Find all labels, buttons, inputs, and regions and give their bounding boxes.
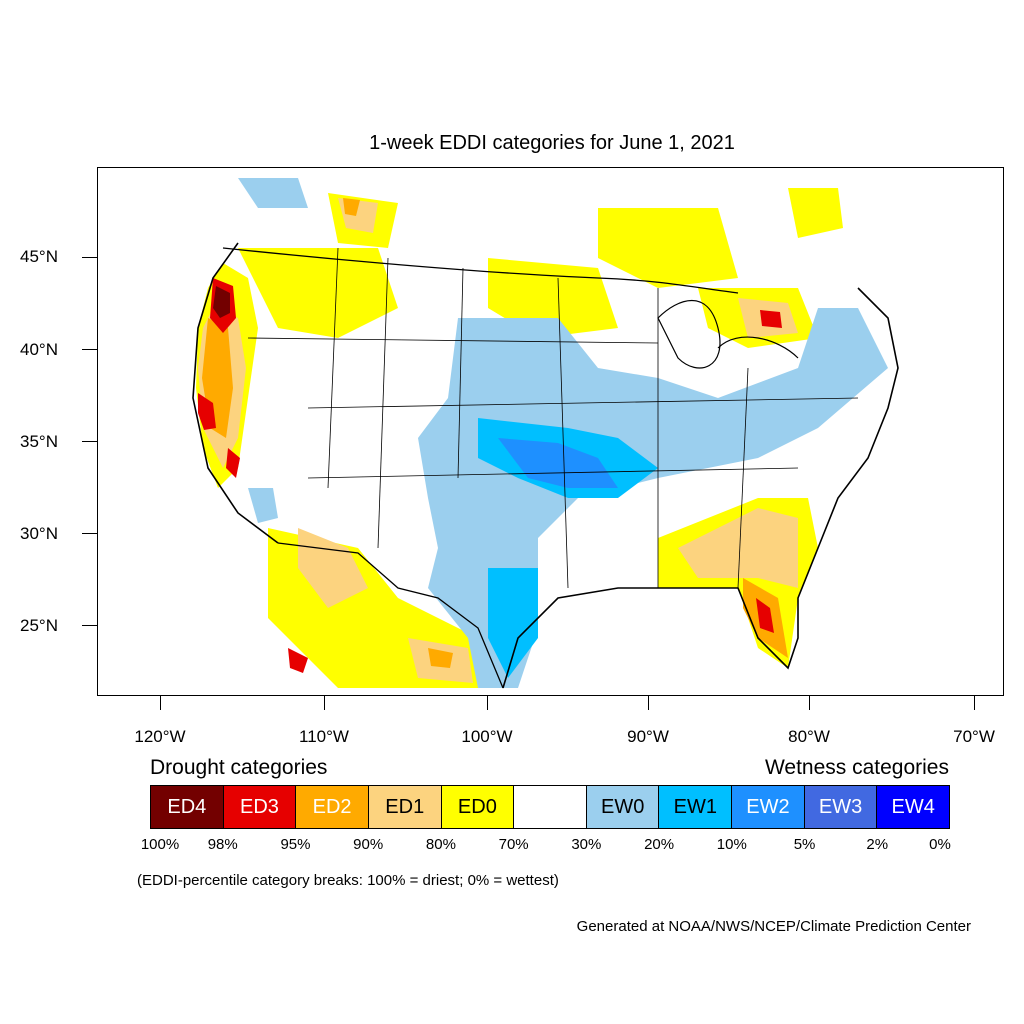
legend-box-ed4: ED4 — [151, 786, 224, 828]
lon-label-90: 90°W — [627, 727, 669, 746]
lat-tick — [82, 257, 97, 258]
legend-box-ew1: EW1 — [659, 786, 733, 828]
lon-tick — [809, 696, 810, 710]
legend-box-ew3: EW3 — [804, 786, 878, 828]
legend-box-ed1: ED1 — [368, 786, 442, 828]
lat-tick — [82, 349, 97, 350]
legend-break-label: 20% — [644, 836, 675, 853]
legend-box-neutral — [514, 786, 587, 828]
lon-label-110: 110°W — [299, 727, 349, 746]
legend-break-label: 70% — [498, 836, 529, 853]
lon-label-70: 70°W — [953, 727, 995, 746]
category-note: (EDDI-percentile category breaks: 100% =… — [137, 872, 559, 889]
legend-break-label: 0% — [929, 836, 951, 853]
legend-break-label: 95% — [280, 836, 311, 853]
lon-label-120: 120°W — [134, 727, 186, 746]
legend-box-ew4: EW4 — [877, 786, 950, 828]
legend-break-label: 100% — [140, 836, 180, 853]
drought-heading: Drought categories — [150, 756, 328, 779]
eddi-map — [192, 178, 899, 689]
legend-break-label: 10% — [716, 836, 747, 853]
map-panel — [97, 167, 1004, 696]
legend-break-label: 2% — [866, 836, 889, 853]
wetness-heading: Wetness categories — [764, 756, 949, 779]
lat-label-45: 45°N — [20, 247, 58, 266]
lon-label-80: 80°W — [788, 727, 830, 746]
lon-tick — [648, 696, 649, 710]
drought-areas — [196, 188, 843, 688]
lat-tick — [82, 533, 97, 534]
legend-box-ed0: ED0 — [441, 786, 515, 828]
lat-label-30: 30°N — [20, 524, 58, 543]
lat-label-25: 25°N — [20, 616, 58, 635]
credit-line: Generated at NOAA/NWS/NCEP/Climate Predi… — [576, 918, 971, 935]
boundaries — [192, 242, 899, 689]
lat-tick — [82, 441, 97, 442]
legend-break-label: 30% — [571, 836, 602, 853]
legend-box-ew2: EW2 — [732, 786, 805, 828]
lon-label-100: 100°W — [461, 727, 513, 746]
wetness-areas — [238, 178, 888, 688]
lon-tick — [160, 696, 161, 710]
lon-tick — [487, 696, 488, 710]
lat-label-35: 35°N — [20, 432, 58, 451]
legend-break-label: 5% — [793, 836, 816, 853]
map-title: 1-week EDDI categories for June 1, 2021 — [369, 132, 735, 154]
legend-break-label: 90% — [353, 836, 384, 853]
lat-label-40: 40°N — [20, 340, 58, 359]
lon-tick — [324, 696, 325, 710]
lon-tick — [974, 696, 975, 710]
legend-box-ed3: ED3 — [223, 786, 297, 828]
lat-tick — [82, 625, 97, 626]
legend-box-ew0: EW0 — [586, 786, 660, 828]
legend-break-label: 80% — [425, 836, 456, 853]
legend-box-ed2: ED2 — [296, 786, 369, 828]
legend-color-bar: ED4 ED3 ED2 ED1 ED0 EW0 EW1 EW2 EW3 EW4 — [150, 785, 950, 829]
legend-break-label: 98% — [207, 836, 238, 853]
